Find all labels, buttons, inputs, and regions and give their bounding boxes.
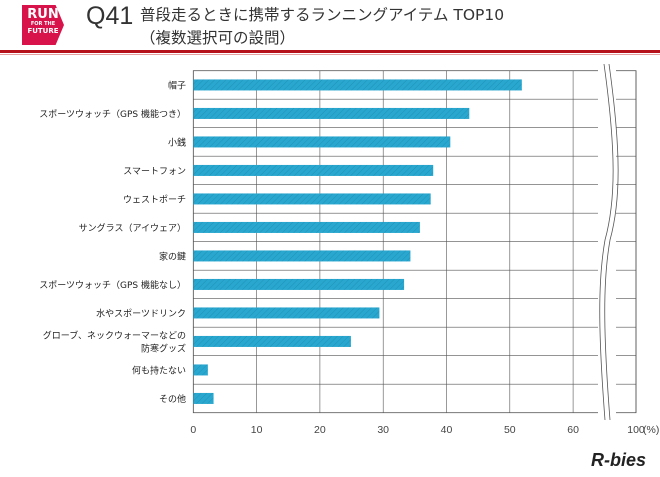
bar — [193, 107, 470, 119]
axis-break-gap — [598, 64, 616, 420]
x-tick-label: 20 — [314, 424, 326, 436]
bar — [193, 136, 451, 148]
category-label: サングラス（アイウェア） — [79, 222, 186, 234]
logo-text: FOR THE — [30, 21, 56, 27]
x-tick-label: 60 — [567, 424, 579, 436]
category-label: 水やスポーツドリンク — [96, 307, 186, 319]
category-label: スポーツウォッチ（GPS 機能つき） — [39, 108, 186, 120]
x-unit-label: (%) — [643, 424, 659, 436]
bar — [193, 307, 380, 319]
category-label: 家の鍵 — [159, 250, 186, 262]
header-divider — [0, 50, 660, 53]
x-tick-label: 50 — [504, 424, 516, 436]
x-tick-label: 10 — [251, 424, 263, 436]
question-number: Q41 — [86, 2, 134, 30]
header-divider — [0, 54, 660, 55]
bar — [193, 164, 434, 176]
run-for-the-future-logo: RUN FOR THE FUTURE — [22, 5, 64, 45]
category-label: ウェストポーチ — [123, 194, 186, 205]
category-label: 防寒グッズ — [141, 342, 186, 354]
title-line: 普段走るときに携帯するランニングアイテム TOP10 — [140, 6, 505, 24]
category-label: グローブ、ネックウォーマーなどの — [43, 329, 186, 341]
chart-title: 普段走るときに携帯するランニングアイテム TOP10 （複数選択可の設問） — [140, 4, 504, 50]
x-tick-label: 40 — [441, 424, 453, 436]
bar — [193, 278, 405, 290]
r-bies-logo: R-bies — [590, 450, 646, 470]
bar — [193, 221, 420, 233]
bar — [193, 193, 431, 205]
category-label: 何も持たない — [132, 364, 186, 376]
title-line: （複数選択可の設問） — [140, 29, 296, 47]
logo-text: RUN — [27, 7, 59, 22]
x-tick-label: 30 — [377, 424, 389, 436]
bar — [193, 364, 208, 376]
axis-break-line — [599, 63, 614, 421]
axis-break-line — [604, 63, 619, 421]
bar — [193, 250, 411, 262]
bar — [193, 335, 351, 347]
category-label: スポーツウォッチ（GPS 機能なし） — [39, 279, 186, 291]
category-label: その他 — [159, 393, 186, 405]
x-tick-label: 0 — [190, 424, 196, 436]
bar — [193, 79, 522, 91]
category-label: 帽子 — [168, 79, 186, 91]
bar — [193, 392, 214, 404]
category-label: スマートフォン — [123, 167, 186, 177]
logo-text: FUTURE — [27, 27, 59, 35]
x-tick-label: 100 — [627, 424, 645, 436]
category-label: 小銭 — [168, 136, 186, 148]
